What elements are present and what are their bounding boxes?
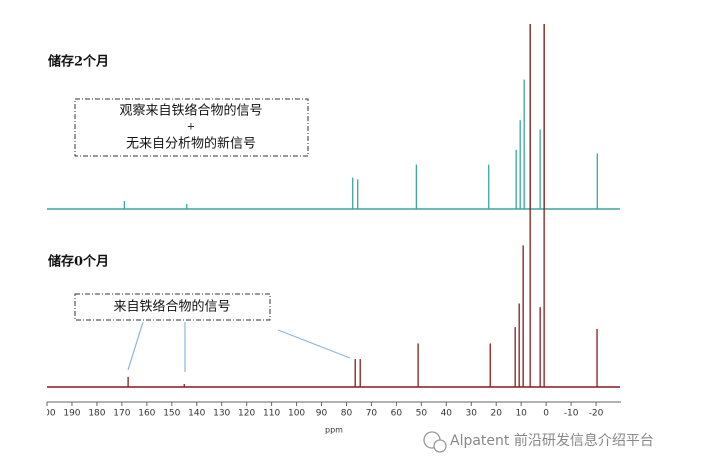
x-tick-label: 50 <box>416 409 428 419</box>
x-tick-label: 200 <box>38 409 55 419</box>
x-ticks: 200 190 180 170 160 150 140 130 120 110 100 90 80 70 6… <box>38 409 604 419</box>
panel-title: 储存0个月 <box>47 254 109 270</box>
x-tick-label: -20 <box>589 409 604 419</box>
x-tick-label: -10 <box>564 409 579 419</box>
x-tick-label: 10 <box>515 409 527 419</box>
x-tick-label: 0 <box>543 409 549 419</box>
annotation: 无来自分析物的新信号 <box>126 136 256 152</box>
annotation: 观察来自铁络合物的信号 <box>119 103 262 119</box>
callout-lines <box>127 321 351 372</box>
x-tick-label: 120 <box>238 409 255 419</box>
x-tick-label: 160 <box>138 409 155 419</box>
watermark-text: Alpatent 前沿研发信息介绍平台 <box>450 432 654 449</box>
annotation: 来自铁络合物的信号 <box>113 299 230 315</box>
x-tick-label: 60 <box>391 409 403 419</box>
x-tick-label: 190 <box>63 409 80 419</box>
x-tick-label: 130 <box>213 409 230 419</box>
x-tick-label: 30 <box>466 409 478 419</box>
x-tick-label: 110 <box>263 409 280 419</box>
x-tick-label: 100 <box>288 409 305 419</box>
x-tick-label: 180 <box>88 409 105 419</box>
annotation-box <box>74 293 271 321</box>
x-tick-label: 140 <box>188 409 205 419</box>
annotation: + <box>187 122 195 133</box>
x-tick-label: 70 <box>366 409 378 419</box>
x-tick-label: 40 <box>441 409 453 419</box>
x-axis-label: ppm <box>325 426 343 435</box>
x-tick-label: 20 <box>490 409 502 419</box>
x-tick-label: 80 <box>341 409 353 419</box>
x-tick-label: 170 <box>113 409 130 419</box>
x-tick-label: 90 <box>316 409 328 419</box>
annotation-box <box>74 98 309 157</box>
panel-title: 储存2个月 <box>47 54 109 70</box>
watermark: Alpatent 前沿研发信息介绍平台 <box>423 431 654 453</box>
x-tick-label: 150 <box>163 409 180 419</box>
